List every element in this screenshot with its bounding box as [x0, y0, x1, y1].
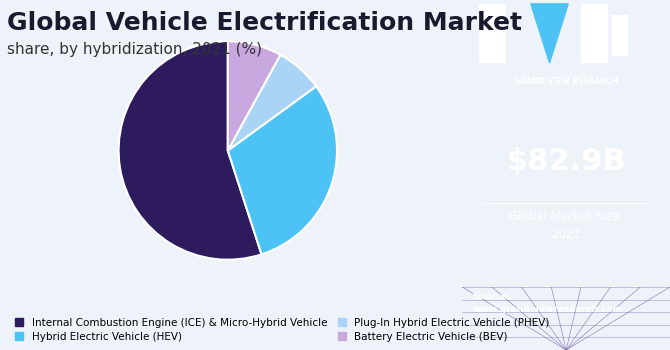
Text: GRAND VIEW RESEARCH: GRAND VIEW RESEARCH	[514, 77, 618, 86]
FancyBboxPatch shape	[479, 4, 506, 63]
FancyBboxPatch shape	[612, 15, 628, 56]
Wedge shape	[228, 55, 316, 150]
Wedge shape	[228, 86, 337, 254]
Text: Global Market Size,
2021: Global Market Size, 2021	[509, 210, 623, 241]
Text: Global Vehicle Electrification Market: Global Vehicle Electrification Market	[7, 10, 522, 35]
Text: share, by hybridization, 2021 (%): share, by hybridization, 2021 (%)	[7, 42, 262, 57]
Text: $82.9B: $82.9B	[507, 147, 626, 176]
Wedge shape	[119, 41, 261, 260]
FancyBboxPatch shape	[581, 4, 608, 63]
Text: Source:
www.grandviewresearch.com: Source: www.grandviewresearch.com	[472, 292, 623, 314]
Wedge shape	[228, 41, 281, 150]
Legend: Internal Combustion Engine (ICE) & Micro-Hybrid Vehicle, Hybrid Electric Vehicle: Internal Combustion Engine (ICE) & Micro…	[12, 314, 553, 345]
Polygon shape	[531, 4, 568, 63]
